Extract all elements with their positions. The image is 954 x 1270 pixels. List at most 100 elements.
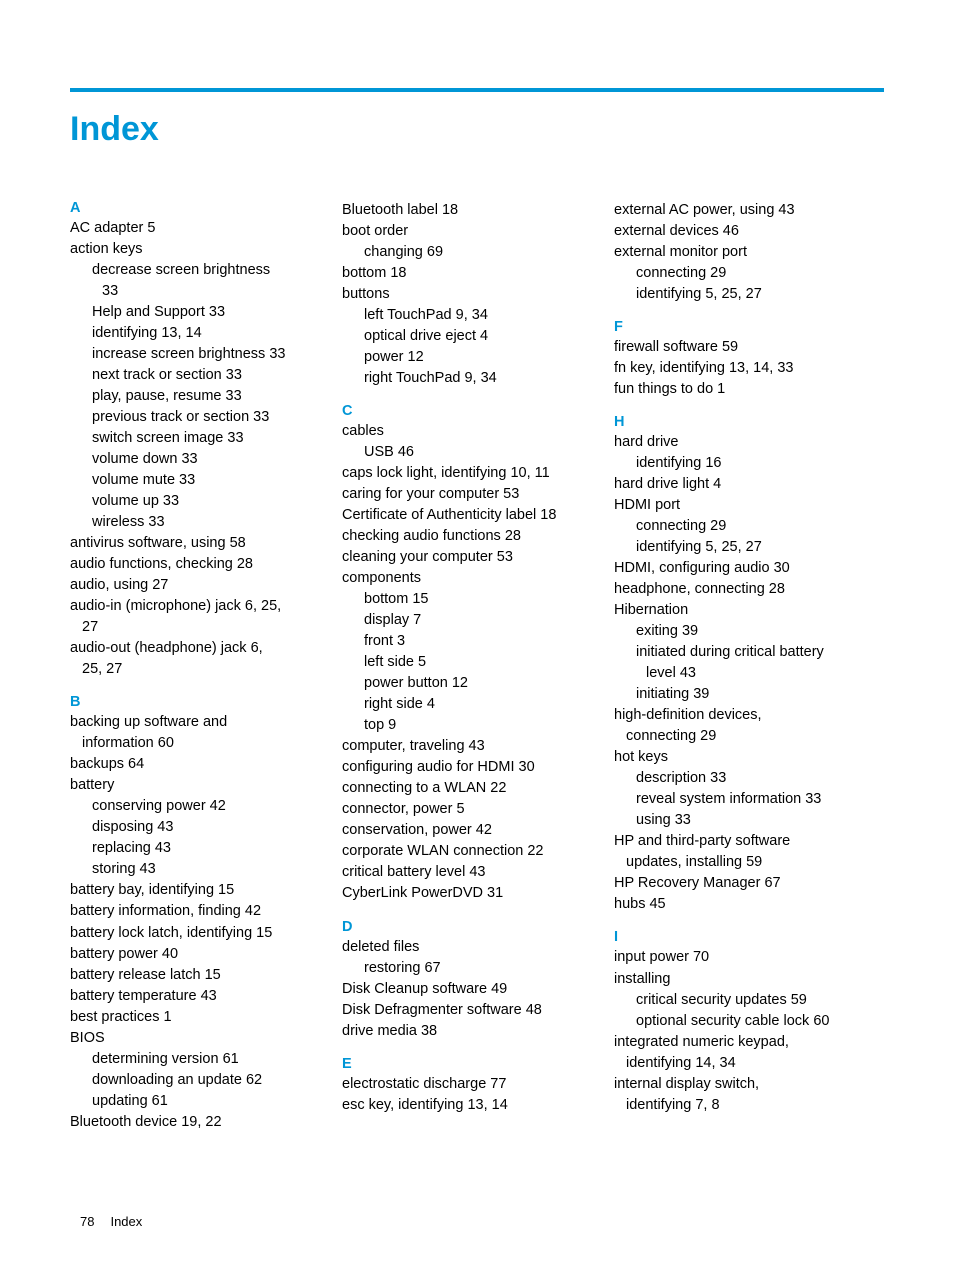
index-entry: Hibernation	[614, 600, 886, 621]
index-subentry: description 33	[614, 768, 886, 789]
index-column-3: external AC power, using 43external devi…	[614, 200, 886, 1133]
index-subentry: left side 5	[342, 652, 614, 673]
index-subentry: volume down 33	[70, 449, 342, 470]
page-title: Index	[70, 110, 159, 149]
index-subentry: changing 69	[342, 242, 614, 263]
index-subentry: wireless 33	[70, 512, 342, 533]
index-subentry: conserving power 42	[70, 796, 342, 817]
index-entry-continuation: connecting 29	[614, 726, 886, 747]
index-subentry: optical drive eject 4	[342, 326, 614, 347]
index-subentry: switch screen image 33	[70, 428, 342, 449]
index-entry: battery power 40	[70, 944, 342, 965]
index-entry: battery release latch 15	[70, 965, 342, 986]
index-entry-continuation: identifying 14, 34	[614, 1053, 886, 1074]
index-subentry: right TouchPad 9, 34	[342, 368, 614, 389]
index-entry: Certificate of Authenticity label 18	[342, 505, 614, 526]
index-entry: caps lock light, identifying 10, 11	[342, 463, 614, 484]
index-subentry: identifying 13, 14	[70, 323, 342, 344]
index-column-1: AAC adapter 5action keysdecrease screen …	[70, 200, 342, 1133]
index-subentry: bottom 15	[342, 589, 614, 610]
index-entry: esc key, identifying 13, 14	[342, 1095, 614, 1116]
index-entry: hubs 45	[614, 894, 886, 915]
index-entry-continuation: 25, 27	[70, 659, 342, 680]
index-entry: installing	[614, 969, 886, 990]
index-subentry: front 3	[342, 631, 614, 652]
index-entry: battery temperature 43	[70, 986, 342, 1007]
index-subentry: critical security updates 59	[614, 990, 886, 1011]
index-subentry: determining version 61	[70, 1049, 342, 1070]
index-entry: audio functions, checking 28	[70, 554, 342, 575]
index-subentry: optional security cable lock 60	[614, 1011, 886, 1032]
top-rule	[70, 88, 884, 92]
index-entry: HDMI, configuring audio 30	[614, 558, 886, 579]
index-entry: configuring audio for HDMI 30	[342, 757, 614, 778]
index-entry: connecting to a WLAN 22	[342, 778, 614, 799]
index-subentry: increase screen brightness 33	[70, 344, 342, 365]
index-subentry: identifying 5, 25, 27	[614, 284, 886, 305]
index-entry: electrostatic discharge 77	[342, 1074, 614, 1095]
index-entry: buttons	[342, 284, 614, 305]
index-entry: headphone, connecting 28	[614, 579, 886, 600]
index-subentry-continuation: 33	[70, 281, 342, 302]
index-entry: conservation, power 42	[342, 820, 614, 841]
index-subentry: next track or section 33	[70, 365, 342, 386]
index-entry: checking audio functions 28	[342, 526, 614, 547]
index-entry-continuation: updates, installing 59	[614, 852, 886, 873]
footer-label: Index	[110, 1214, 142, 1229]
index-entry: external monitor port	[614, 242, 886, 263]
index-subentry: reveal system information 33	[614, 789, 886, 810]
index-entry: integrated numeric keypad,	[614, 1032, 886, 1053]
index-subentry: using 33	[614, 810, 886, 831]
index-entry: BIOS	[70, 1028, 342, 1049]
index-entry: HDMI port	[614, 495, 886, 516]
index-entry: battery lock latch, identifying 15	[70, 923, 342, 944]
index-section-letter: I	[614, 929, 886, 945]
index-entry: firewall software 59	[614, 337, 886, 358]
index-subentry: disposing 43	[70, 817, 342, 838]
index-entry: deleted files	[342, 937, 614, 958]
index-section-letter: A	[70, 200, 342, 216]
index-subentry: top 9	[342, 715, 614, 736]
index-entry: external devices 46	[614, 221, 886, 242]
index-subentry: right side 4	[342, 694, 614, 715]
index-subentry: volume mute 33	[70, 470, 342, 491]
index-subentry: replacing 43	[70, 838, 342, 859]
index-subentry: display 7	[342, 610, 614, 631]
index-section-letter: E	[342, 1056, 614, 1072]
index-entry: boot order	[342, 221, 614, 242]
index-entry: antivirus software, using 58	[70, 533, 342, 554]
index-entry: components	[342, 568, 614, 589]
index-entry: audio-in (microphone) jack 6, 25,	[70, 596, 342, 617]
page-footer: 78 Index	[80, 1214, 142, 1229]
index-subentry: identifying 16	[614, 453, 886, 474]
index-subentry: connecting 29	[614, 263, 886, 284]
index-subentry: play, pause, resume 33	[70, 386, 342, 407]
footer-page-number: 78	[80, 1214, 94, 1229]
index-subentry: Help and Support 33	[70, 302, 342, 323]
index-entry: corporate WLAN connection 22	[342, 841, 614, 862]
index-entry: battery information, finding 42	[70, 901, 342, 922]
index-entry: CyberLink PowerDVD 31	[342, 883, 614, 904]
index-subentry: downloading an update 62	[70, 1070, 342, 1091]
index-subentry: exiting 39	[614, 621, 886, 642]
index-entry: AC adapter 5	[70, 218, 342, 239]
index-subentry: restoring 67	[342, 958, 614, 979]
index-entry: caring for your computer 53	[342, 484, 614, 505]
index-entry: input power 70	[614, 947, 886, 968]
index-entry: audio, using 27	[70, 575, 342, 596]
index-subentry: storing 43	[70, 859, 342, 880]
index-section-letter: D	[342, 919, 614, 935]
index-subentry: initiating 39	[614, 684, 886, 705]
index-section-letter: H	[614, 414, 886, 430]
index-entry: Bluetooth device 19, 22	[70, 1112, 342, 1133]
index-entry: HP Recovery Manager 67	[614, 873, 886, 894]
index-subentry: updating 61	[70, 1091, 342, 1112]
index-entry: external AC power, using 43	[614, 200, 886, 221]
index-subentry: connecting 29	[614, 516, 886, 537]
index-entry: Bluetooth label 18	[342, 200, 614, 221]
index-subentry: left TouchPad 9, 34	[342, 305, 614, 326]
index-entry: bottom 18	[342, 263, 614, 284]
index-subentry: decrease screen brightness	[70, 260, 342, 281]
index-entry: connector, power 5	[342, 799, 614, 820]
index-entry: hard drive	[614, 432, 886, 453]
